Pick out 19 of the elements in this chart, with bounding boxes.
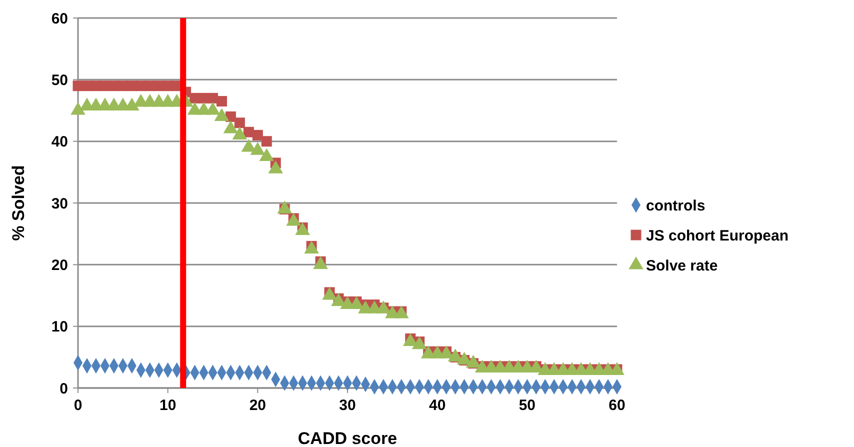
legend-label: JS cohort European [646, 227, 789, 244]
x-tick-label: 60 [608, 397, 626, 414]
y-tick-label: 0 [60, 380, 68, 398]
x-tick-label: 10 [159, 397, 176, 414]
y-tick-label: 40 [51, 134, 68, 151]
x-axis-title: CADD score [298, 429, 398, 447]
legend-label: Solve rate [646, 257, 718, 274]
y-tick-label: 50 [51, 72, 68, 89]
legend-label: controls [646, 197, 706, 214]
x-tick-label: 40 [428, 397, 446, 414]
y-tick-label: 10 [51, 318, 68, 336]
y-tick-label: 30 [51, 195, 68, 212]
x-tick-label: 20 [249, 397, 266, 414]
x-tick-label: 30 [339, 397, 356, 414]
y-tick-label: 60 [51, 10, 68, 28]
y-axis-title: % Solved [9, 165, 28, 241]
x-tick-label: 0 [74, 397, 82, 414]
x-tick-label: 50 [518, 397, 536, 414]
y-tick-label: 20 [51, 256, 68, 274]
